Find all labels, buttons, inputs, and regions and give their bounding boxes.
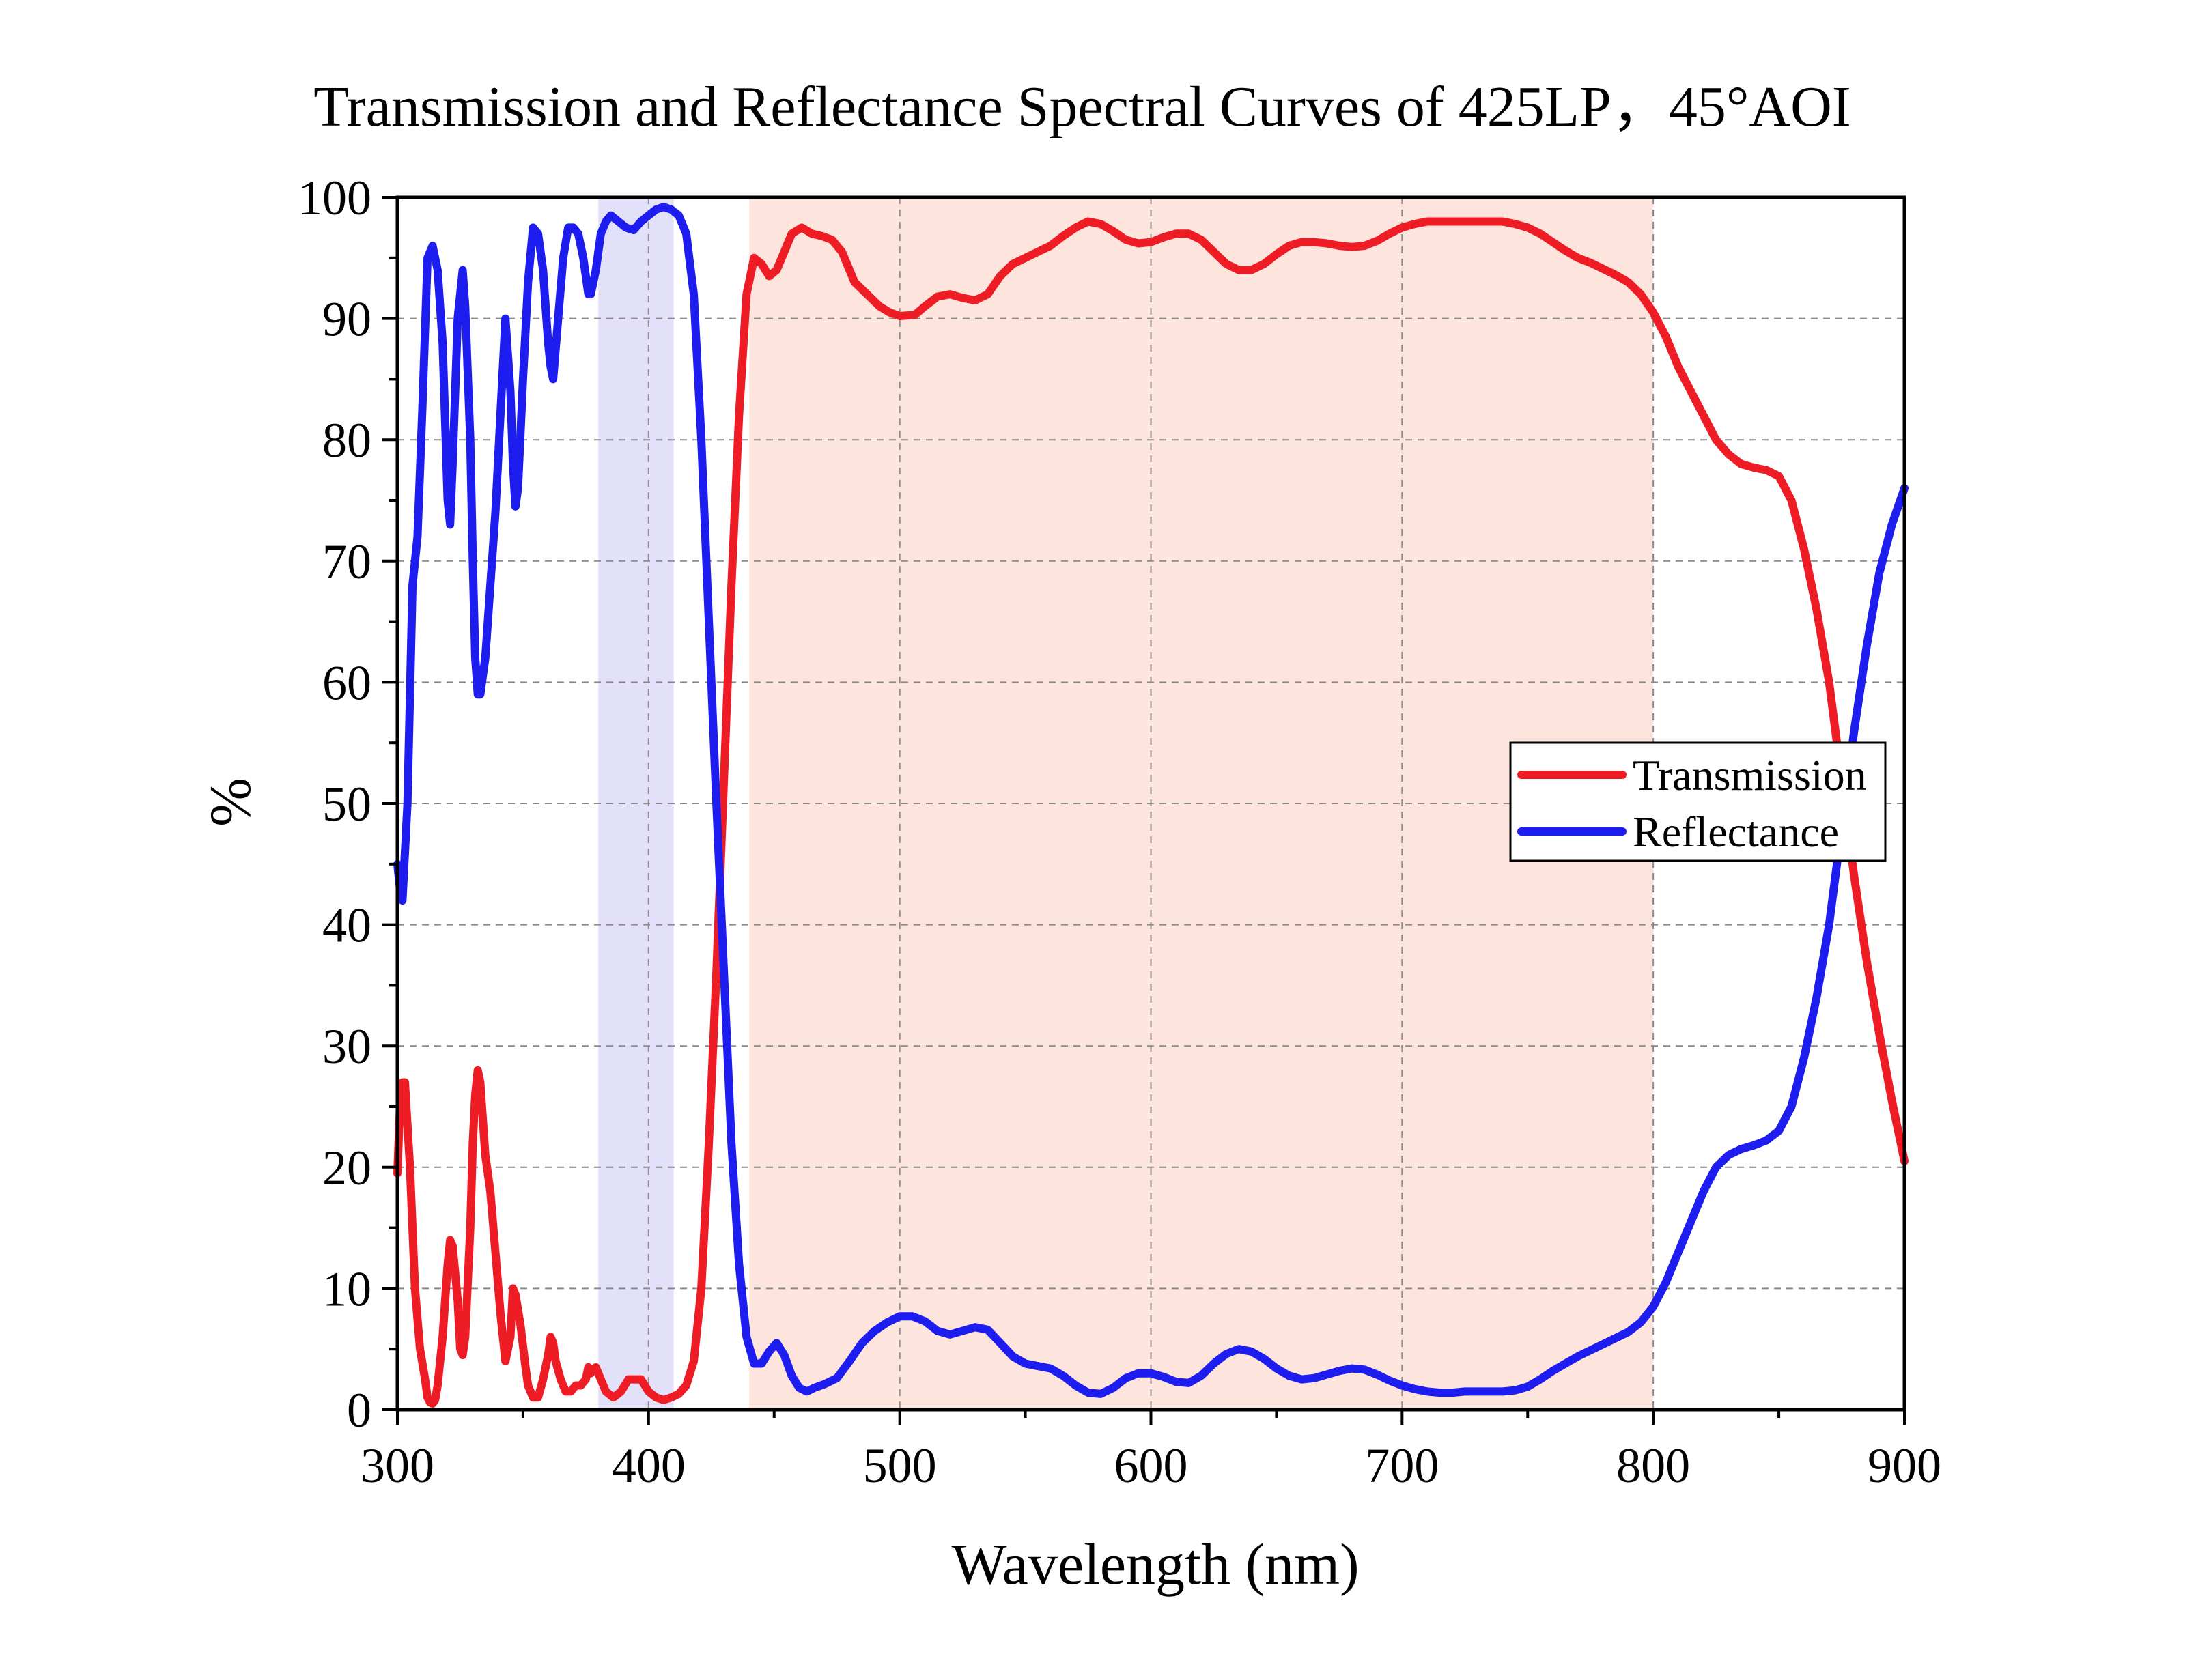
y-tick-label: 20: [322, 1141, 371, 1195]
y-tick-label: 80: [322, 413, 371, 468]
x-tick-label: 300: [361, 1438, 434, 1493]
y-tick-label: 100: [298, 171, 371, 225]
series-line-reflectance: [393, 203, 1909, 1398]
chart-title: Transmission and Reflectance Spectral Cu…: [313, 75, 1850, 139]
y-tick-label: 70: [322, 535, 371, 589]
legend-box: [1509, 741, 1887, 862]
legend: Transmission Reflectance: [1509, 741, 1887, 862]
x-tick-label: 600: [1114, 1438, 1188, 1493]
y-tick-label: 10: [322, 1262, 371, 1316]
series-line-transmission: [393, 217, 1909, 1408]
y-axis-label: %: [197, 778, 263, 827]
y-tick-label: 30: [322, 1019, 371, 1074]
y-tick-label: 60: [322, 655, 371, 710]
x-tick-label: 700: [1365, 1438, 1439, 1493]
x-tick-label: 500: [863, 1438, 937, 1493]
x-axis-label: Wavelength (nm): [951, 1531, 1359, 1597]
legend-label-reflectance: Reflectance: [1633, 808, 1839, 856]
x-tick-label: 400: [612, 1438, 686, 1493]
y-tick-label: 0: [347, 1383, 371, 1438]
x-tick-label: 800: [1616, 1438, 1690, 1493]
y-tick-label: 50: [322, 777, 371, 831]
y-tick-label: 90: [322, 292, 371, 347]
legend-label-transmission: Transmission: [1633, 751, 1867, 799]
y-tick-label: 40: [322, 898, 371, 953]
x-tick-label: 900: [1868, 1438, 1941, 1493]
